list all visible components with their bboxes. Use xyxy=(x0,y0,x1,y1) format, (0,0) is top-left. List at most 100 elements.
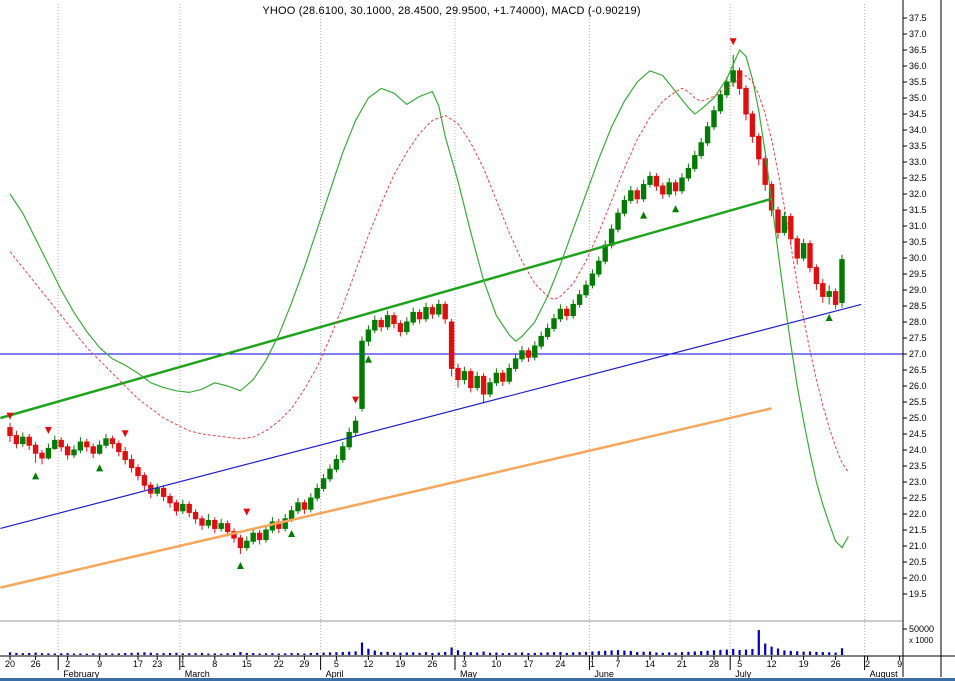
candle-up xyxy=(487,382,493,395)
volume-bar xyxy=(482,651,485,655)
volume-bar xyxy=(143,652,146,655)
trendline-green[interactable] xyxy=(0,197,772,420)
price-axis-label: 37.5 xyxy=(909,13,927,23)
candle-down xyxy=(807,243,813,269)
trendline-orange[interactable] xyxy=(0,407,772,589)
candle-up xyxy=(628,190,634,201)
candle-up xyxy=(103,438,109,446)
volume-bar xyxy=(463,651,466,655)
volume-bar xyxy=(124,653,127,655)
date-tick-label: 19 xyxy=(395,659,405,669)
volume-bar xyxy=(60,653,63,655)
date-tick-label: 23 xyxy=(152,659,162,669)
date-tick-label: 21 xyxy=(677,659,687,669)
sell-signal-arrow-icon xyxy=(44,427,52,434)
candle-up xyxy=(640,183,647,200)
candle-down xyxy=(736,70,743,89)
volume-bar xyxy=(520,652,524,655)
volume-bar xyxy=(181,653,184,655)
candle-down xyxy=(256,532,263,541)
volume-bar xyxy=(789,650,792,655)
date-tick-label: 1 xyxy=(590,659,595,669)
volume-bar xyxy=(98,653,101,655)
volume-bar xyxy=(28,652,31,655)
candle-down xyxy=(416,311,423,320)
buy-signal-arrow-icon xyxy=(32,472,40,480)
volume-bar xyxy=(412,652,415,655)
trendline-blue[interactable] xyxy=(0,303,862,529)
volume-bar xyxy=(188,653,191,655)
volume-bar xyxy=(764,643,767,655)
volume-bar xyxy=(840,648,844,655)
volume-bar xyxy=(738,650,741,655)
price-axis-label: 23.5 xyxy=(909,461,927,471)
candle-up xyxy=(333,459,340,470)
price-axis-label: 31.5 xyxy=(909,205,927,215)
candle-down xyxy=(448,321,455,369)
candle-down xyxy=(634,190,640,200)
candle-down xyxy=(128,459,135,469)
candle-down xyxy=(775,209,781,233)
price-axis-label: 25.5 xyxy=(909,397,927,407)
candle-down xyxy=(141,475,148,486)
volume-bar xyxy=(79,653,82,655)
volume-bar xyxy=(437,652,440,655)
chart-title: YHOO (28.6100, 30.1000, 28.4500, 29.9500… xyxy=(262,5,641,17)
volume-bar xyxy=(194,653,197,655)
candle-up xyxy=(474,375,480,389)
candle-up xyxy=(45,447,52,459)
volume-bar xyxy=(629,650,632,655)
volume-bar xyxy=(399,652,402,655)
volume-bar xyxy=(156,653,159,655)
candle-up xyxy=(314,487,320,499)
candle-down xyxy=(199,518,205,526)
volume-bar xyxy=(226,653,229,655)
volume-bar xyxy=(405,652,408,655)
volume-bar xyxy=(661,652,664,655)
candle-down xyxy=(39,452,45,459)
candle-up xyxy=(52,439,58,449)
date-tick-label: 5 xyxy=(737,659,742,669)
volume-bar xyxy=(168,652,172,655)
candle-up xyxy=(557,308,564,320)
volume-bar xyxy=(328,652,332,655)
candle-up xyxy=(698,142,704,157)
volume-bar xyxy=(354,651,357,655)
candle-up xyxy=(205,519,212,526)
buy-signal-arrow-icon xyxy=(672,205,680,213)
candle-down xyxy=(13,435,20,445)
volume-bar xyxy=(92,653,95,655)
price-axis-label: 21.0 xyxy=(909,541,927,551)
volume-bar xyxy=(623,650,626,655)
price-axis-label: 29.0 xyxy=(909,285,927,295)
price-axis-label: 25.0 xyxy=(909,413,927,423)
candle-down xyxy=(756,135,762,160)
date-tick-label: 22 xyxy=(274,659,284,669)
candle-up xyxy=(615,212,621,230)
candle-down xyxy=(212,519,218,529)
volume-bar xyxy=(149,652,152,655)
price-axis-label: 21.5 xyxy=(909,525,927,535)
date-tick-label: 29 xyxy=(299,659,309,669)
volume-bar xyxy=(316,652,319,655)
candle-up xyxy=(436,303,442,315)
date-tick-label: 17 xyxy=(133,659,143,669)
date-tick-label: 7 xyxy=(615,659,620,669)
candle-down xyxy=(820,283,826,297)
price-axis-label: 24.0 xyxy=(909,445,927,455)
candle-down xyxy=(788,215,794,240)
volume-bar xyxy=(501,653,504,655)
candle-down xyxy=(26,436,32,446)
candle-up xyxy=(372,319,378,331)
candle-down xyxy=(160,487,167,497)
price-axis-label: 36.0 xyxy=(909,61,927,71)
volume-bar xyxy=(245,652,248,655)
volume-bar xyxy=(693,651,696,655)
volume-bar xyxy=(776,648,780,655)
candle-up xyxy=(250,532,256,542)
volume-bar xyxy=(117,653,120,655)
signal-line xyxy=(9,74,849,473)
candle-down xyxy=(397,323,404,333)
candle-up xyxy=(724,81,730,96)
